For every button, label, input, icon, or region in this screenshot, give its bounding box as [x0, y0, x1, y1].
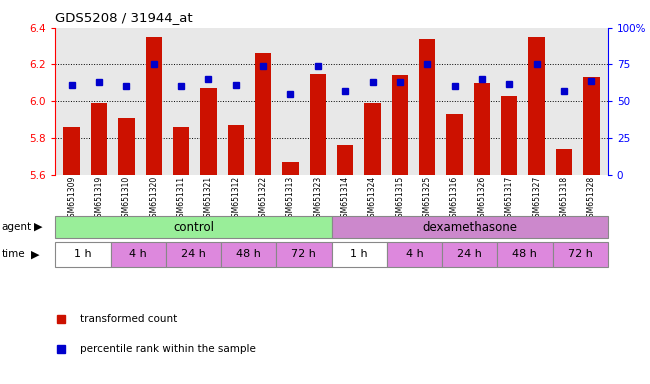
- Text: time: time: [1, 249, 25, 260]
- Text: control: control: [173, 221, 214, 233]
- Bar: [556, 149, 572, 175]
- Text: 24 h: 24 h: [457, 249, 482, 260]
- Text: percentile rank within the sample: percentile rank within the sample: [80, 344, 256, 354]
- Text: 1 h: 1 h: [74, 249, 92, 260]
- Bar: [91, 103, 107, 175]
- Text: transformed count: transformed count: [80, 314, 177, 324]
- Bar: [173, 127, 189, 175]
- Text: 72 h: 72 h: [567, 249, 593, 260]
- Bar: [392, 75, 408, 175]
- Text: 1 h: 1 h: [350, 249, 368, 260]
- Bar: [419, 39, 436, 175]
- Bar: [118, 118, 135, 175]
- Bar: [146, 37, 162, 175]
- Bar: [227, 125, 244, 175]
- Bar: [200, 88, 216, 175]
- Bar: [337, 145, 354, 175]
- Bar: [282, 162, 299, 175]
- Text: 4 h: 4 h: [406, 249, 423, 260]
- Bar: [474, 83, 490, 175]
- Text: agent: agent: [1, 222, 31, 232]
- Text: 48 h: 48 h: [512, 249, 538, 260]
- Text: dexamethasone: dexamethasone: [422, 221, 517, 233]
- Bar: [501, 96, 517, 175]
- Bar: [309, 74, 326, 175]
- Bar: [528, 37, 545, 175]
- Bar: [255, 53, 271, 175]
- Text: 72 h: 72 h: [291, 249, 317, 260]
- Text: GDS5208 / 31944_at: GDS5208 / 31944_at: [55, 11, 193, 24]
- Text: 48 h: 48 h: [236, 249, 261, 260]
- Text: ▶: ▶: [31, 249, 40, 260]
- Bar: [447, 114, 463, 175]
- Text: 4 h: 4 h: [129, 249, 147, 260]
- Bar: [583, 77, 599, 175]
- Text: 24 h: 24 h: [181, 249, 206, 260]
- Text: ▶: ▶: [34, 222, 43, 232]
- Bar: [364, 103, 381, 175]
- Bar: [64, 127, 80, 175]
